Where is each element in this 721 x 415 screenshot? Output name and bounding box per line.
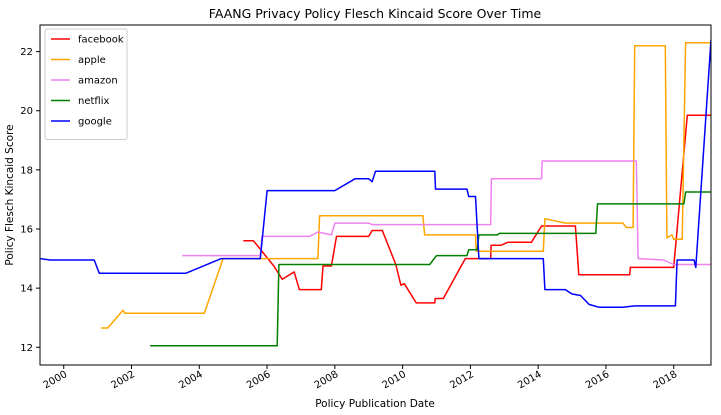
x-tick-label: 2012	[448, 369, 476, 391]
series-line-amazon	[182, 160, 711, 266]
y-axis: 12 14 16 18 20 22	[20, 47, 40, 354]
series-line-netflix	[150, 191, 711, 347]
y-tick-label: 22	[20, 47, 33, 58]
x-tick-label: 2010	[381, 369, 409, 391]
legend-label-netflix: netflix	[78, 96, 109, 107]
x-tick-label: 2006	[245, 369, 273, 391]
x-tick-label: 2014	[516, 369, 544, 391]
x-tick-label: 2004	[177, 369, 205, 391]
series-line-facebook	[243, 114, 711, 304]
y-tick-label: 16	[20, 225, 33, 236]
x-axis-label: Policy Publication Date	[315, 398, 435, 410]
y-tick-label: 12	[20, 343, 33, 354]
x-tick-label: 2016	[584, 369, 612, 391]
legend-box	[44, 28, 128, 140]
x-tick-label: 2000	[42, 369, 70, 391]
x-axis: 2000 2002 2004 2006 2008 2010 2012 2014 2016 2018	[42, 365, 680, 391]
legend-label-apple: apple	[78, 55, 106, 66]
x-tick-label: 2002	[109, 369, 137, 391]
legend: facebook apple amazon netflix google	[44, 28, 128, 140]
chart-title: FAANG Privacy Policy Flesch Kincaid Scor…	[209, 6, 542, 21]
series-line-apple	[101, 41, 711, 329]
plot-lines	[40, 39, 711, 347]
series-line-google	[40, 39, 711, 309]
y-axis-label: Policy Flesch Kincaid Score	[4, 124, 16, 265]
y-tick-label: 14	[20, 284, 33, 295]
legend-label-google: google	[78, 117, 112, 128]
plot-frame	[39, 24, 712, 366]
y-tick-label: 20	[20, 106, 33, 117]
legend-label-amazon: amazon	[78, 76, 118, 87]
x-tick-label: 2008	[313, 369, 341, 391]
legend-label-facebook: facebook	[78, 35, 124, 46]
x-tick-label: 2018	[652, 369, 680, 391]
y-tick-label: 18	[20, 165, 33, 176]
